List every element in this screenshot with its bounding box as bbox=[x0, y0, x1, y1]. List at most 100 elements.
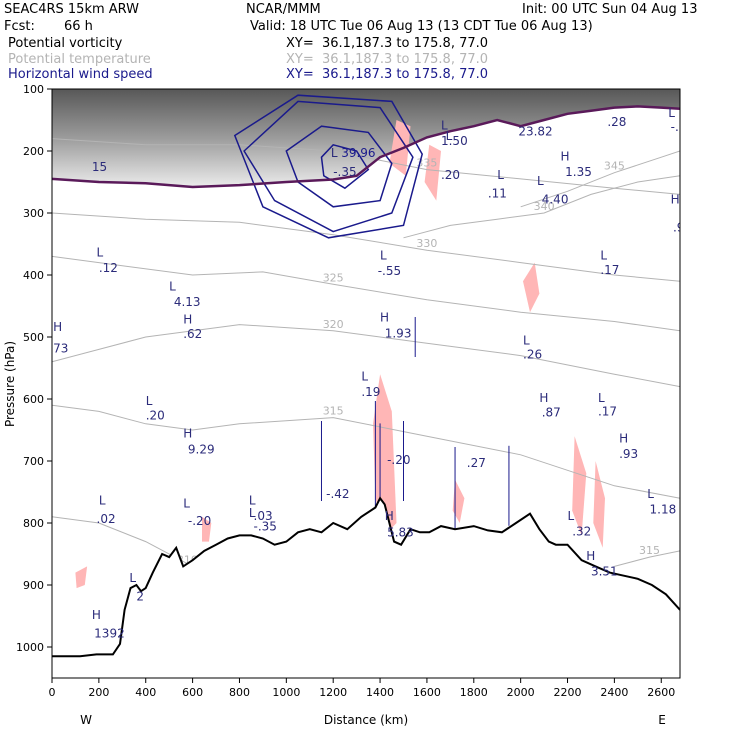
shading-region-8 bbox=[75, 566, 88, 589]
field-annotation-29: H bbox=[380, 311, 389, 325]
field-annotation-45: L bbox=[600, 249, 607, 263]
y-tick-label-9: 1000 bbox=[16, 641, 44, 654]
y-tick-label-0: 100 bbox=[23, 83, 44, 96]
field-name-pv: Potential vorticity bbox=[8, 36, 123, 51]
wind-jet-max-label: 39.96 bbox=[341, 146, 375, 160]
theta-contour-label-3: 330 bbox=[416, 237, 437, 250]
init-label: Init: 00 UTC Sun 04 Aug 13 bbox=[522, 2, 698, 17]
field-annotation-5: 4.13 bbox=[174, 295, 201, 309]
field-annotation-3: .12 bbox=[99, 261, 118, 275]
theta-contour-4 bbox=[52, 255, 680, 332]
y-tick-label-1: 200 bbox=[23, 145, 44, 158]
field-annotation-15: -.20 bbox=[188, 514, 211, 528]
shading-region-5 bbox=[572, 436, 587, 536]
theta-contour-label-4: 325 bbox=[323, 271, 344, 284]
field-annotation-17: .03 bbox=[254, 509, 273, 523]
field-annotation-25: 5.83 bbox=[387, 526, 414, 540]
field-annotation-50: 4.40 bbox=[542, 193, 569, 207]
field-annotation-4: L bbox=[169, 280, 176, 294]
field-annotation-27: L bbox=[380, 249, 387, 263]
field-annotation-59: H bbox=[671, 193, 680, 207]
field-annotation-24: H bbox=[385, 509, 394, 523]
field-annotation-6: H bbox=[183, 312, 192, 326]
field-annotation-30: 1.93 bbox=[385, 327, 412, 341]
theta-contour-label-1: 340 bbox=[534, 200, 555, 213]
theta-contour-6 bbox=[52, 404, 680, 499]
field-annotation-11: 9.29 bbox=[188, 443, 215, 457]
theta-contour-0 bbox=[520, 150, 680, 208]
x-tick-label-3: 600 bbox=[182, 686, 203, 699]
theta-contour-label-5: 320 bbox=[323, 318, 344, 331]
field-annotation-18: L bbox=[249, 506, 256, 520]
terrain-fill bbox=[52, 498, 680, 678]
field-annotation-26: .27 bbox=[467, 456, 486, 470]
field-annotation-22: .19 bbox=[361, 385, 380, 399]
field-annotation-69: L bbox=[129, 571, 136, 585]
wind-speed-contour-2 bbox=[243, 100, 414, 233]
field-annotation-12: L bbox=[99, 493, 106, 507]
theta-contour-label-2: 335 bbox=[416, 157, 437, 170]
field-annotation-38: .93 bbox=[619, 447, 638, 461]
y-tick-label-6: 700 bbox=[23, 455, 44, 468]
field-annotation-0: H bbox=[53, 320, 62, 334]
field-annotation-8: L bbox=[146, 394, 153, 408]
shading-region-0 bbox=[373, 374, 397, 536]
y-tick-label-7: 800 bbox=[23, 517, 44, 530]
field-annotation-66: H bbox=[92, 608, 101, 622]
field-annotation-54: .20 bbox=[441, 168, 460, 182]
field-annotation-14: L bbox=[183, 497, 190, 511]
pv-tropopause-contour bbox=[52, 105, 680, 189]
field-annotation-55: 23.82 bbox=[518, 125, 552, 139]
valid-label: Valid: 18 UTC Tue 06 Aug 13 (13 CDT Tue … bbox=[250, 19, 593, 34]
y-tick-label-5: 600 bbox=[23, 393, 44, 406]
field-xy-pv: XY= 36.1,187.3 to 175.8, 77.0 bbox=[286, 36, 489, 51]
theta-contour-1 bbox=[403, 175, 680, 239]
x-axis-label: Distance (km) bbox=[324, 713, 408, 727]
field-annotation-40: 1.18 bbox=[650, 503, 677, 517]
field-annotation-58: -.0 bbox=[671, 120, 687, 134]
x-tick-label-5: 1000 bbox=[272, 686, 300, 699]
field-annotation-52: 1.35 bbox=[565, 165, 592, 179]
theta-contour-8 bbox=[614, 550, 680, 567]
field-annotation-10: H bbox=[183, 426, 192, 440]
shading-region-4 bbox=[389, 120, 411, 176]
field-name-theta: Potential temperature bbox=[8, 52, 151, 67]
field-annotation-42: .32 bbox=[572, 524, 591, 538]
x-tick-label-10: 2000 bbox=[507, 686, 535, 699]
x-end-label-east: E bbox=[658, 713, 666, 727]
x-tick-label-12: 2400 bbox=[600, 686, 628, 699]
y-tick-label-4: 500 bbox=[23, 331, 44, 344]
x-tick-label-9: 1800 bbox=[460, 686, 488, 699]
field-annotation-43: H bbox=[586, 549, 595, 563]
field-annotation-60: .98 bbox=[673, 221, 692, 235]
x-tick-label-6: 1200 bbox=[319, 686, 347, 699]
field-annotation-62: 1.50 bbox=[441, 134, 468, 148]
org-label: NCAR/MMM bbox=[246, 2, 321, 17]
field-annotation-41: L bbox=[568, 509, 575, 523]
field-annotation-39: L bbox=[647, 487, 654, 501]
x-tick-label-7: 1400 bbox=[366, 686, 394, 699]
stratosphere-shading bbox=[52, 89, 680, 187]
field-annotation-31: L bbox=[523, 333, 530, 347]
fcst-value: 66 h bbox=[64, 19, 93, 34]
wind-speed-contour-3 bbox=[233, 94, 424, 239]
y-axis-label: Pressure (hPa) bbox=[3, 341, 17, 427]
field-annotation-1: 73 bbox=[53, 342, 68, 356]
field-annotation-63: L bbox=[331, 146, 338, 160]
fcst-label: Fcst: bbox=[4, 19, 35, 34]
field-annotation-68: 2 bbox=[136, 590, 144, 604]
field-annotation-7: .62 bbox=[183, 327, 202, 341]
theta-contour-3 bbox=[52, 212, 680, 282]
field-xy-theta: XY= 36.1,187.3 to 175.8, 77.0 bbox=[286, 52, 489, 67]
field-annotation-19: -.35 bbox=[254, 519, 277, 533]
wind-speed-contour-1 bbox=[285, 125, 393, 208]
field-annotation-64: -.35 bbox=[333, 165, 356, 179]
theta-contour-label-6: 315 bbox=[323, 405, 344, 418]
x-tick-label-4: 800 bbox=[229, 686, 250, 699]
x-tick-label-2: 400 bbox=[135, 686, 156, 699]
wind-speed-contour-0 bbox=[320, 143, 370, 190]
x-end-label-west: W bbox=[80, 713, 92, 727]
shading-region-1 bbox=[523, 262, 540, 313]
field-annotation-48: .11 bbox=[488, 187, 507, 201]
